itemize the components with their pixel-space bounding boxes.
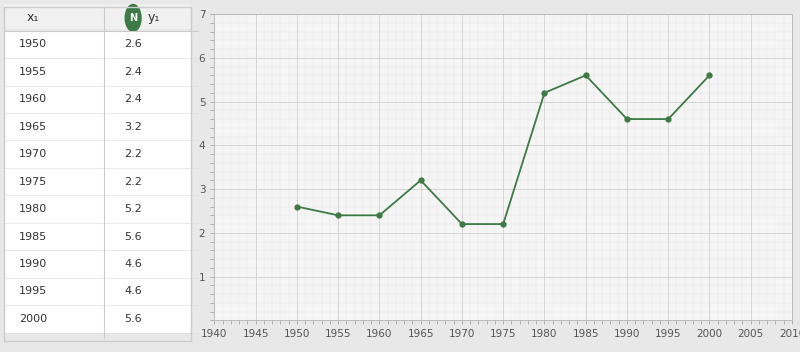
- Text: 5.6: 5.6: [124, 232, 142, 241]
- FancyBboxPatch shape: [4, 223, 191, 250]
- Text: 2.2: 2.2: [124, 149, 142, 159]
- Text: 4.6: 4.6: [124, 287, 142, 296]
- Text: 2000: 2000: [19, 314, 47, 324]
- Text: 1965: 1965: [19, 122, 47, 132]
- FancyBboxPatch shape: [4, 168, 191, 195]
- FancyBboxPatch shape: [4, 140, 191, 168]
- Text: 1970: 1970: [19, 149, 47, 159]
- Text: 1995: 1995: [19, 287, 47, 296]
- Text: 1955: 1955: [19, 67, 47, 77]
- FancyBboxPatch shape: [4, 58, 191, 86]
- Circle shape: [126, 5, 141, 31]
- Text: N: N: [129, 13, 137, 23]
- Text: 5.2: 5.2: [124, 204, 142, 214]
- Text: 1950: 1950: [19, 39, 47, 49]
- FancyBboxPatch shape: [4, 195, 191, 223]
- FancyBboxPatch shape: [4, 278, 191, 305]
- Text: y₁: y₁: [148, 12, 160, 24]
- Text: 2.4: 2.4: [124, 67, 142, 77]
- Text: x₁: x₁: [27, 12, 39, 24]
- Text: 2.6: 2.6: [124, 39, 142, 49]
- Text: 3.2: 3.2: [124, 122, 142, 132]
- FancyBboxPatch shape: [4, 31, 191, 58]
- Text: 5.6: 5.6: [124, 314, 142, 324]
- FancyBboxPatch shape: [4, 250, 191, 278]
- FancyBboxPatch shape: [4, 305, 191, 333]
- Text: 2.4: 2.4: [124, 94, 142, 104]
- Text: 1975: 1975: [19, 177, 47, 187]
- Text: 1960: 1960: [19, 94, 47, 104]
- Text: 4.6: 4.6: [124, 259, 142, 269]
- FancyBboxPatch shape: [4, 4, 191, 29]
- FancyBboxPatch shape: [4, 113, 191, 140]
- Text: 2.2: 2.2: [124, 177, 142, 187]
- Text: 1985: 1985: [19, 232, 47, 241]
- Text: 1980: 1980: [19, 204, 47, 214]
- Text: 1990: 1990: [19, 259, 47, 269]
- FancyBboxPatch shape: [4, 86, 191, 113]
